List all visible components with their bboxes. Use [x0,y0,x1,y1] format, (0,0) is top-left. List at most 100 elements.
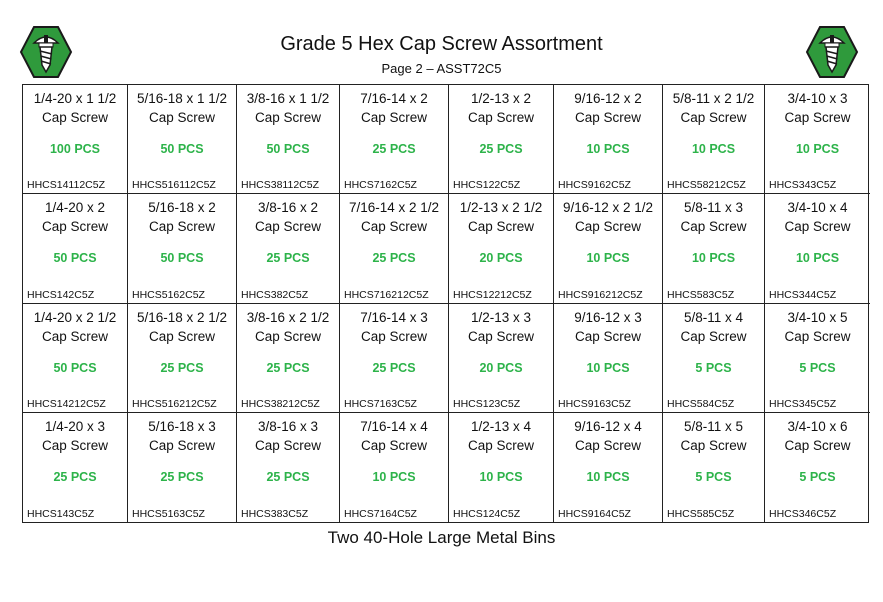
bin-cell: 1/4-20 x 2 Cap Screw 50 PCS HHCS142C5Z [23,194,128,304]
bin-size: 7/16-14 x 2 [360,91,428,106]
bin-part-number: HHCS9162C5Z [558,179,631,192]
bin-part-number: HHCS58212C5Z [667,179,746,192]
bin-size: 5/16-18 x 2 1/2 [136,309,228,325]
page-subtitle: Page 2 – ASST72C5 [381,61,502,76]
bin-part-number: HHCS14212C5Z [27,397,106,410]
bin-type: Cap Screw [784,328,851,344]
bin-size: 1/4-20 x 2 1/2 [33,309,117,325]
bin-part-number: HHCS516112C5Z [132,179,216,192]
bin-cell: 9/16-12 x 4 Cap Screw 10 PCS HHCS9164C5Z [554,412,663,522]
bin-type: Cap Screw [41,219,109,235]
bin-quantity: 50 PCS [266,142,310,156]
bin-size: 3/4-10 x 3 [787,91,848,106]
bin-part-number: HHCS5163C5Z [132,508,205,520]
bin-cell: 3/4-10 x 5 Cap Screw 5 PCS HHCS345C5Z [765,304,870,413]
bin-size: 3/8-16 x 2 [257,200,319,216]
bin-size: 3/4-10 x 4 [787,200,848,216]
bin-cell: 3/4-10 x 4 Cap Screw 10 PCS HHCS344C5Z [765,194,870,304]
bin-type: Cap Screw [254,437,322,453]
bin-quantity: 5 PCS [695,469,732,484]
bin-quantity: 5 PCS [799,360,836,375]
bin-type: Cap Screw [784,437,851,453]
bin-type: Cap Screw [467,110,535,125]
bin-quantity: 100 PCS [49,142,101,156]
bin-type: Cap Screw [784,219,851,235]
bin-part-number: HHCS716212C5Z [344,288,429,301]
bin-quantity: 10 PCS [586,251,630,266]
bin-cell: 1/4-20 x 1 1/2 Cap Screw 100 PCS HHCS14112C… [23,85,128,195]
page-title: Grade 5 Hex Cap Screw Assortment [280,33,603,55]
bin-cell: 7/16-14 x 4 Cap Screw 10 PCS HHCS7164C5Z [340,412,449,522]
bin-cell: 1/4-20 x 2 1/2 Cap Screw 50 PCS HHCS14212C5… [23,303,128,413]
bin-quantity: 10 PCS [691,142,736,156]
bin-part-number: HHCS143C5Z [27,508,95,520]
bin-size: 1/2-13 x 4 [470,418,532,434]
bin-type: Cap Screw [41,437,109,453]
bin-part-number: HHCS14112C5Z [27,179,106,192]
bin-type: Cap Screw [148,328,216,344]
bin-part-number: HHCS9164C5Z [558,508,631,520]
bin-cell: 5/8-11 x 3 Cap Screw 10 PCS HHCS583C5Z [663,194,765,304]
bin-cell: 5/8-11 x 2 1/2 Cap Screw 10 PCS HHCS58212C5… [663,85,765,195]
bin-type: Cap Screw [680,219,747,235]
bin-type: Cap Screw [360,219,428,235]
bin-size: 1/2-13 x 3 [470,309,532,325]
bin-type: Cap Screw [254,328,322,344]
bin-quantity: 5 PCS [695,360,732,375]
bin-type: Cap Screw [360,437,428,453]
bin-type: Cap Screw [360,328,428,344]
bin-size: 3/4-10 x 5 [787,309,848,325]
bin-part-number: HHCS383C5Z [241,508,309,520]
bin-type: Cap Screw [467,437,535,453]
bin-size: 9/16-12 x 2 1/2 [562,200,654,216]
bin-size: 5/8-11 x 3 [683,200,744,216]
bin-quantity: 25 PCS [266,251,310,266]
bin-part-number: HHCS343C5Z [769,179,837,192]
bin-part-number: HHCS516212C5Z [132,397,217,410]
screw-hexagon-logo-icon [805,26,859,78]
bin-size: 1/2-13 x 2 [470,91,532,106]
bin-quantity: 10 PCS [372,469,416,484]
bin-part-number: HHCS382C5Z [241,288,309,301]
bin-cell: 1/4-20 x 3 Cap Screw 25 PCS HHCS143C5Z [23,412,128,522]
bin-part-number: HHCS916212C5Z [558,288,643,301]
bin-cell: 9/16-12 x 3 Cap Screw 10 PCS HHCS9163C5Z [554,303,663,413]
bin-part-number: HHCS7162C5Z [344,179,417,192]
bin-size: 1/2-13 x 2 1/2 [459,200,543,216]
bin-quantity: 20 PCS [479,251,523,266]
bin-cell: 5/16-18 x 1 1/2 Cap Screw 50 PCS HHCS516112… [128,85,237,195]
bin-type: Cap Screw [41,328,109,344]
bin-cell: 5/16-18 x 2 1/2 Cap Screw 25 PCS HHCS516212… [128,303,237,413]
bin-size: 5/16-18 x 3 [148,418,216,434]
bin-cell: 3/8-16 x 2 1/2 Cap Screw 25 PCS HHCS38212C5… [237,303,340,413]
bin-cell: 7/16-14 x 2 1/2 Cap Screw 25 PCS HHCS716212… [340,194,449,304]
bin-part-number: HHCS585C5Z [667,508,735,520]
bin-type: Cap Screw [680,437,747,453]
bin-part-number: HHCS12212C5Z [453,288,532,301]
bin-quantity: 50 PCS [160,142,204,156]
bin-quantity: 10 PCS [586,142,630,156]
bin-type: Cap Screw [254,110,322,125]
bin-type: Cap Screw [574,110,642,125]
bin-part-number: HHCS5162C5Z [132,288,205,301]
bin-part-number: HHCS38112C5Z [241,179,320,192]
bin-cell: 3/8-16 x 1 1/2 Cap Screw 50 PCS HHCS38112C5… [237,85,340,195]
bin-type: Cap Screw [254,219,322,235]
bin-cell: 3/4-10 x 3 Cap Screw 10 PCS HHCS343C5Z [765,85,870,195]
bin-part-number: HHCS122C5Z [453,179,521,192]
bin-type: Cap Screw [574,437,642,453]
bin-type: Cap Screw [148,110,216,125]
bin-size: 5/8-11 x 2 1/2 [672,91,755,106]
bin-size: 3/4-10 x 6 [787,418,848,434]
bin-size: 9/16-12 x 3 [574,309,642,325]
bin-quantity: 10 PCS [586,469,630,484]
bin-size: 5/8-11 x 5 [683,418,744,434]
bin-cell: 1/2-13 x 2 1/2 Cap Screw 20 PCS HHCS12212C5… [449,194,554,304]
bin-cell: 3/4-10 x 6 Cap Screw 5 PCS HHCS346C5Z [765,413,870,522]
bin-part-number: HHCS584C5Z [667,397,735,410]
screw-hexagon-logo-icon [19,26,73,78]
bin-quantity: 10 PCS [479,469,523,484]
bin-part-number: HHCS583C5Z [667,288,735,301]
bin-cell: 7/16-14 x 2 Cap Screw 25 PCS HHCS7162C5Z [340,85,449,195]
bin-cell: 5/16-18 x 3 Cap Screw 25 PCS HHCS5163C5Z [128,412,237,522]
